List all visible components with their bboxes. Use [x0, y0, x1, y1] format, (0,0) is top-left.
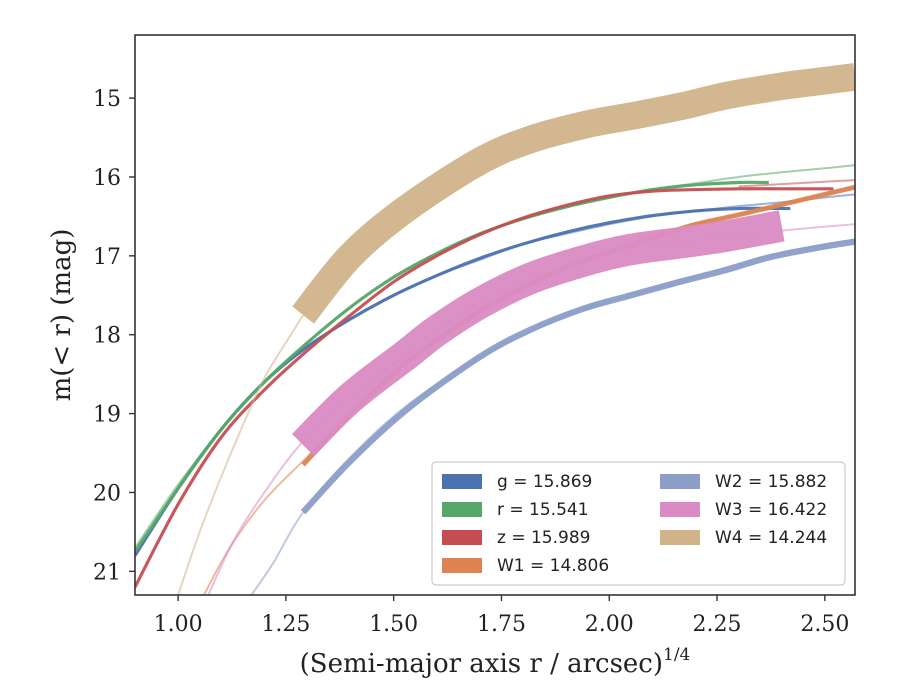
legend-label-r: r = 15.541	[497, 500, 589, 520]
legend-swatch-w1	[442, 558, 482, 573]
x-axis-label: (Semi-major axis r / arcsec)	[300, 649, 663, 679]
y-tick-label: 15	[93, 87, 121, 112]
y-tick-label: 20	[93, 481, 121, 506]
series-w2-band	[300, 238, 855, 515]
legend-swatch-w3	[660, 502, 700, 517]
legend-swatch-w4	[660, 530, 700, 545]
legend: g = 15.869 r = 15.541 z = 15.989 W1 = 14.80…	[431, 461, 846, 586]
y-tick-label: 17	[93, 245, 121, 270]
y-tick-label: 18	[93, 324, 121, 349]
x-tick-label: 2.50	[800, 612, 849, 637]
series-w4	[177, 63, 855, 595]
x-tick-label: 2.00	[585, 612, 634, 637]
y-tick-label: 16	[93, 166, 121, 191]
legend-swatch-z	[442, 530, 482, 545]
series-z-model-line	[738, 179, 855, 188]
series-r-band	[135, 180, 769, 553]
series-w3	[207, 210, 855, 595]
series-w2	[250, 238, 855, 595]
x-axis-label-exponent: 1/4	[663, 645, 690, 665]
series-layer	[135, 63, 855, 595]
series-z-band	[135, 187, 834, 588]
legend-swatch-w2	[660, 474, 700, 489]
legend-label-w3: W3 = 16.422	[715, 500, 827, 520]
series-w3-band	[291, 210, 785, 457]
legend-label-w4: W4 = 14.244	[715, 528, 827, 548]
x-tick-label: 1.75	[477, 612, 526, 637]
plot-frame	[134, 34, 856, 596]
legend-swatch-g	[442, 474, 482, 489]
series-w4-band	[292, 63, 855, 324]
y-axis: 15 16 17 18 19 20 21	[93, 87, 135, 585]
x-axis: 1.00 1.25 1.50 1.75 2.00 2.25 2.50	[154, 595, 849, 637]
y-tick-label: 21	[93, 560, 121, 585]
x-tick-label: 2.25	[693, 612, 742, 637]
y-axis-label: m(< r) (mag)	[47, 229, 77, 402]
legend-box	[431, 461, 846, 586]
series-w4-model-line	[177, 314, 304, 595]
legend-swatch-r	[442, 502, 482, 517]
legend-label-w2: W2 = 15.882	[715, 472, 827, 492]
x-tick-label: 1.25	[261, 612, 310, 637]
series-z	[135, 179, 855, 588]
y-tick-label: 19	[93, 403, 121, 428]
x-tick-label: 1.50	[369, 612, 418, 637]
x-tick-label: 1.00	[154, 612, 203, 637]
legend-label-g: g = 15.869	[497, 472, 592, 492]
legend-label-z: z = 15.989	[497, 528, 590, 548]
legend-label-w1: W1 = 14.806	[497, 556, 609, 576]
x-axis-title: (Semi-major axis r / arcsec)1/4	[300, 645, 691, 679]
